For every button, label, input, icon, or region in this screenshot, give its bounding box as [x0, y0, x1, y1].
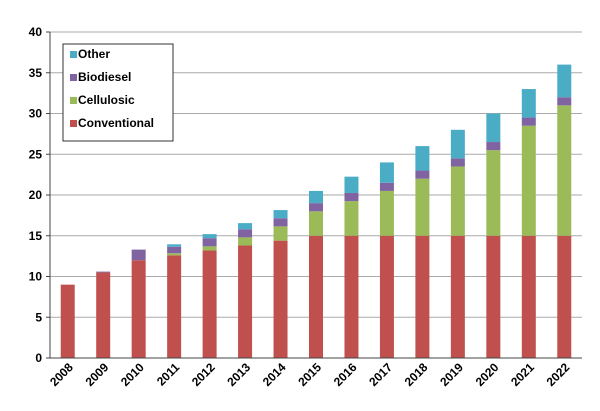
- bar-cellulosic-2012: [202, 246, 217, 251]
- bar-biodiesel-2018: [415, 170, 430, 179]
- bar-other-2021: [521, 89, 536, 118]
- bar-other-2018: [415, 146, 430, 171]
- bar-conventional-2008: [60, 284, 75, 358]
- bar-biodiesel-2012: [202, 238, 217, 247]
- bar-conventional-2019: [450, 235, 465, 358]
- bar-biodiesel-2016: [344, 192, 359, 202]
- bar-conventional-2015: [309, 235, 323, 358]
- bar-biodiesel-2019: [450, 158, 465, 167]
- legend-label: Biodiesel: [78, 70, 131, 84]
- y-tick-label: 30: [29, 107, 43, 121]
- bar-other-2013: [238, 223, 253, 230]
- bar-other-2022: [557, 64, 572, 98]
- bar-cellulosic-2021: [521, 125, 536, 236]
- bar-conventional-2013: [238, 245, 253, 358]
- bar-conventional-2012: [202, 250, 217, 358]
- legend: Other Biodiesel Cellulosic Conventional: [62, 43, 174, 142]
- bar-biodiesel-2017: [379, 182, 394, 191]
- bar-cellulosic-2019: [450, 166, 465, 236]
- x-tick-label: 2016: [331, 360, 360, 389]
- y-tick-label: 0: [35, 351, 42, 365]
- y-tick-label: 5: [35, 310, 42, 324]
- bar-cellulosic-2020: [486, 150, 501, 236]
- bar-conventional-2018: [415, 235, 430, 358]
- legend-swatch-biodiesel: [70, 74, 77, 81]
- x-tick-label: 2019: [437, 360, 466, 389]
- y-tick-label: 10: [29, 270, 43, 284]
- x-tick-label: 2015: [295, 360, 324, 389]
- bar-biodiesel-2020: [486, 142, 501, 151]
- bar-conventional-2009: [96, 272, 111, 358]
- bar-biodiesel-2011: [167, 246, 182, 254]
- bar-other-2019: [450, 129, 465, 159]
- bar-other-2016: [344, 176, 359, 193]
- bar-cellulosic-2017: [379, 190, 394, 236]
- y-tick-label: 20: [29, 188, 43, 202]
- bar-biodiesel-2010: [131, 249, 146, 261]
- bar-conventional-2017: [379, 235, 394, 358]
- bar-biodiesel-2022: [557, 97, 572, 106]
- bar-cellulosic-2015: [309, 211, 323, 236]
- bar-biodiesel-2015: [309, 203, 323, 212]
- y-tick-label: 40: [29, 25, 43, 39]
- bar-other-2012: [202, 234, 217, 239]
- legend-label: Other: [78, 47, 110, 61]
- bar-other-2011: [167, 244, 182, 247]
- bar-conventional-2022: [557, 235, 572, 358]
- bar-cellulosic-2016: [344, 201, 359, 236]
- bar-cellulosic-2018: [415, 178, 430, 236]
- y-tick-label: 25: [29, 147, 43, 161]
- bar-cellulosic-2011: [167, 253, 182, 256]
- x-tick-label: 2013: [224, 360, 253, 389]
- bar-conventional-2014: [273, 240, 288, 358]
- bar-biodiesel-2021: [521, 117, 536, 126]
- bar-cellulosic-2013: [238, 237, 253, 246]
- bar-other-2017: [379, 162, 394, 183]
- legend-swatch-cellulosic: [70, 97, 77, 104]
- bar-cellulosic-2022: [557, 105, 572, 236]
- bar-biodiesel-2009: [96, 271, 111, 273]
- bar-other-2020: [486, 113, 501, 143]
- x-tick-label: 2020: [473, 360, 502, 389]
- x-tick-label: 2009: [83, 360, 112, 389]
- x-tick-label: 2022: [544, 360, 573, 389]
- bar-biodiesel-2013: [238, 229, 253, 238]
- x-tick-label: 2012: [189, 360, 218, 389]
- bar-conventional-2021: [521, 235, 536, 358]
- legend-swatch-conventional: [70, 120, 77, 127]
- legend-swatch-other: [70, 51, 77, 58]
- bar-other-2014: [273, 210, 288, 219]
- bar-cellulosic-2014: [273, 226, 288, 241]
- x-tick-label: 2017: [366, 360, 395, 389]
- legend-label: Conventional: [78, 116, 154, 130]
- x-tick-label: 2010: [118, 360, 147, 389]
- x-tick-label: 2018: [402, 360, 431, 389]
- bar-other-2015: [309, 190, 323, 204]
- x-tick-label: 2011: [154, 360, 183, 389]
- x-tick-label: 2008: [47, 360, 76, 389]
- bar-conventional-2020: [486, 235, 501, 358]
- x-tick-label: 2021: [508, 360, 537, 389]
- legend-label: Cellulosic: [78, 93, 135, 107]
- bar-biodiesel-2014: [273, 218, 288, 227]
- bar-conventional-2011: [167, 255, 182, 358]
- y-tick-label: 35: [29, 66, 43, 80]
- y-tick-label: 15: [29, 229, 43, 243]
- x-tick-label: 2014: [260, 360, 289, 389]
- bar-conventional-2010: [131, 260, 146, 358]
- bar-conventional-2016: [344, 235, 359, 358]
